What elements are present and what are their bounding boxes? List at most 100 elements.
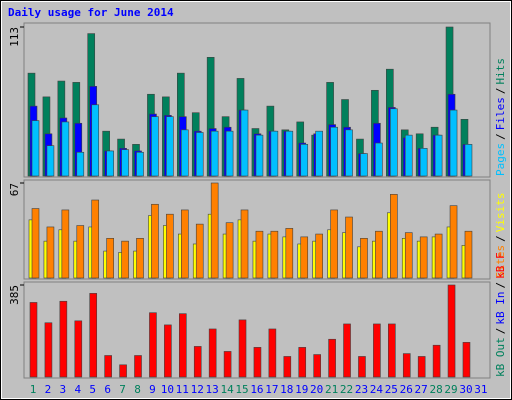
bar bbox=[136, 151, 144, 177]
legend-entry: Hits bbox=[494, 58, 507, 85]
x-tick-label: 20 bbox=[310, 383, 323, 396]
bar bbox=[402, 353, 411, 378]
bar bbox=[315, 233, 323, 279]
bar bbox=[375, 142, 383, 177]
bar bbox=[434, 233, 443, 279]
bar bbox=[345, 216, 353, 279]
y-tick-label: 67 bbox=[8, 183, 21, 196]
legend-entry: kB F bbox=[494, 252, 507, 279]
bar bbox=[46, 145, 55, 177]
bar bbox=[46, 226, 55, 279]
bar bbox=[166, 213, 174, 279]
bar bbox=[61, 121, 70, 177]
x-tick-label: 24 bbox=[370, 383, 384, 396]
bar bbox=[225, 222, 234, 279]
x-tick-label: 17 bbox=[265, 383, 278, 396]
bar bbox=[181, 209, 189, 279]
bar bbox=[268, 328, 277, 378]
bar bbox=[195, 132, 204, 177]
y-tick-label: 113 bbox=[8, 27, 21, 47]
bar bbox=[373, 323, 381, 378]
bar bbox=[315, 130, 323, 177]
x-tick-label: 14 bbox=[220, 383, 234, 396]
bar bbox=[106, 150, 114, 177]
bar bbox=[300, 144, 309, 177]
x-tick-label: 27 bbox=[415, 383, 428, 396]
bar bbox=[449, 109, 458, 177]
legend-separator: / bbox=[494, 235, 507, 242]
bar bbox=[136, 237, 144, 279]
bar bbox=[210, 130, 219, 177]
bar bbox=[240, 109, 249, 177]
bar bbox=[285, 130, 294, 177]
bar bbox=[44, 322, 53, 378]
x-tick-label: 2 bbox=[45, 383, 52, 396]
x-tick-label: 5 bbox=[89, 383, 96, 396]
x-tick-label: 25 bbox=[385, 383, 398, 396]
x-tick-label: 30 bbox=[459, 383, 472, 396]
bar bbox=[104, 355, 112, 378]
bar bbox=[343, 323, 351, 378]
bar bbox=[238, 319, 247, 378]
bar bbox=[255, 230, 264, 279]
bar bbox=[360, 153, 368, 177]
legend-entry: kB Out bbox=[494, 337, 507, 377]
bar bbox=[285, 228, 294, 279]
bar bbox=[360, 237, 368, 279]
x-tick-label: 10 bbox=[161, 383, 174, 396]
bar bbox=[210, 182, 219, 279]
x-tick-label: 9 bbox=[149, 383, 156, 396]
bar bbox=[193, 346, 202, 378]
bar bbox=[223, 351, 232, 378]
bar bbox=[59, 300, 68, 378]
bar bbox=[464, 230, 473, 279]
bar bbox=[61, 209, 70, 279]
x-tick-label: 26 bbox=[400, 383, 413, 396]
legend-separator: / bbox=[494, 88, 507, 95]
legend-separator: / bbox=[494, 133, 507, 140]
x-tick-label: 8 bbox=[134, 383, 141, 396]
legend-separator: / bbox=[494, 328, 507, 335]
bar bbox=[345, 129, 353, 177]
bar bbox=[151, 203, 159, 279]
x-tick-label: 19 bbox=[295, 383, 308, 396]
bar bbox=[375, 230, 383, 279]
bar bbox=[149, 312, 157, 378]
bar bbox=[270, 130, 279, 177]
bar bbox=[390, 108, 398, 177]
bar bbox=[134, 355, 142, 378]
bar bbox=[283, 356, 292, 378]
bar bbox=[166, 116, 174, 177]
bar bbox=[29, 302, 38, 378]
bar bbox=[179, 313, 187, 378]
x-tick-label: 12 bbox=[191, 383, 204, 396]
x-tick-label: 4 bbox=[74, 383, 81, 396]
legend-entry: Files bbox=[494, 97, 507, 130]
y-tick-label: 385 bbox=[8, 285, 21, 305]
x-tick-label: 23 bbox=[355, 383, 368, 396]
bar bbox=[91, 199, 100, 279]
bar bbox=[330, 126, 338, 177]
x-tick-label: 18 bbox=[280, 383, 293, 396]
bar bbox=[76, 225, 85, 279]
bar bbox=[121, 149, 129, 177]
bar bbox=[119, 364, 127, 378]
x-tick-label: 29 bbox=[444, 383, 457, 396]
bar bbox=[270, 230, 279, 279]
bar bbox=[151, 116, 159, 177]
x-tick-label: 7 bbox=[119, 383, 126, 396]
bar bbox=[225, 130, 234, 177]
bar bbox=[449, 205, 458, 279]
legend: kB Out / kB In / kB F bbox=[494, 252, 507, 377]
bar bbox=[432, 344, 441, 378]
bar bbox=[208, 328, 217, 378]
legend-separator: / bbox=[494, 282, 507, 289]
bar bbox=[181, 129, 189, 177]
bar bbox=[89, 293, 98, 378]
x-tick-label: 15 bbox=[235, 383, 248, 396]
bar bbox=[388, 323, 396, 378]
bar bbox=[121, 240, 129, 279]
legend: Sites / Visits bbox=[494, 193, 507, 279]
bar bbox=[164, 324, 172, 378]
